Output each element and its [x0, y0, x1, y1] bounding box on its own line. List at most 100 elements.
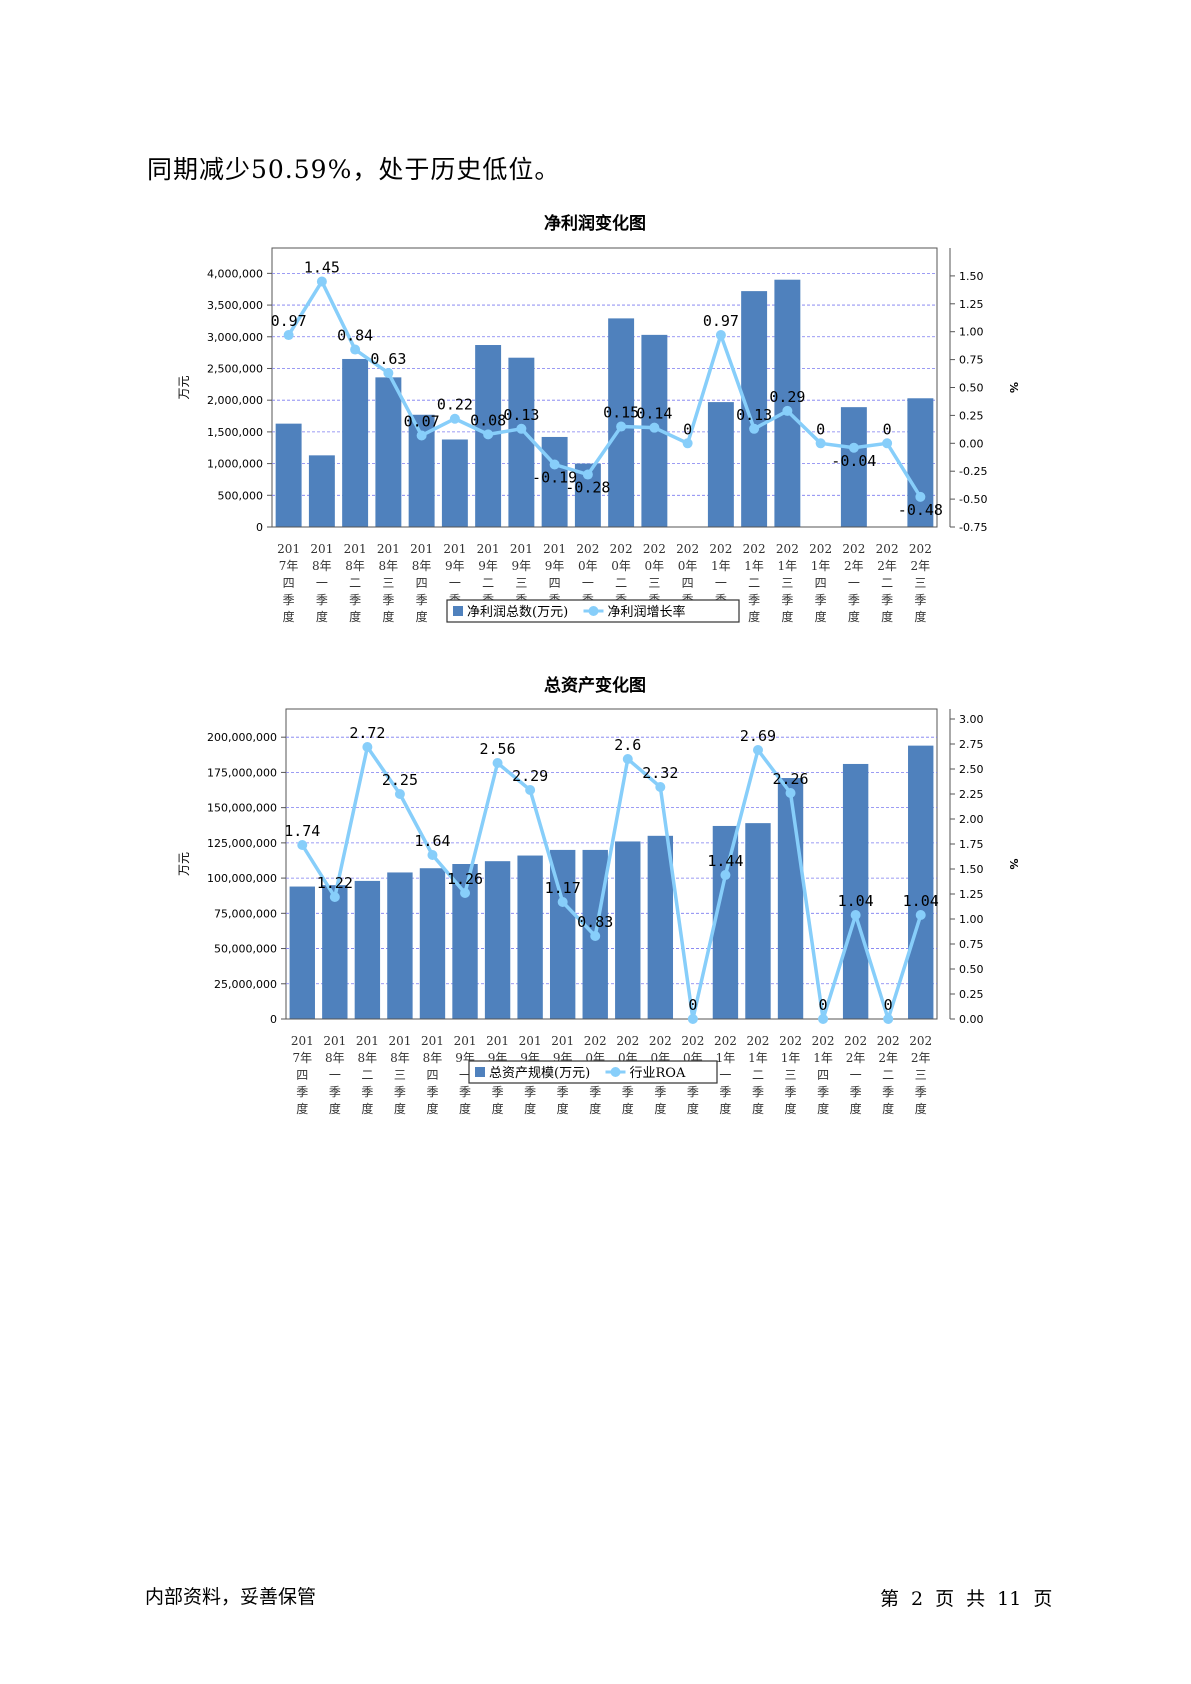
line-point — [416, 430, 427, 441]
data-label: 0.84 — [337, 327, 373, 345]
y2-tick-label: 1.25 — [959, 888, 984, 901]
x-tick-label: 201 8年二季度 — [344, 542, 367, 624]
y2-tick-label: 2.50 — [959, 763, 984, 776]
line-point — [749, 423, 760, 434]
bar — [707, 402, 734, 527]
bar — [840, 407, 867, 527]
y-tick-label: 1,000,000 — [207, 458, 263, 471]
x-tick-label: 202 2年一季度 — [844, 1034, 867, 1116]
data-label: 2.72 — [349, 724, 385, 742]
y2-tick-label: 2.75 — [959, 738, 984, 751]
line-point — [449, 413, 460, 424]
data-label: 0.63 — [370, 350, 406, 368]
y2-tick-label: -0.75 — [959, 521, 987, 534]
y-axis-label: 万元 — [177, 375, 191, 399]
data-label: 0 — [883, 420, 892, 438]
bar — [275, 423, 302, 527]
bar — [647, 835, 674, 1019]
x-tick-label: 202 2年二季度 — [876, 542, 899, 624]
line-point — [687, 1014, 698, 1024]
x-tick-label: 202 1年三季度 — [776, 542, 799, 624]
y-tick-label: 75,000,000 — [214, 907, 277, 920]
bar — [745, 823, 771, 1019]
y2-tick-label: 3.00 — [959, 713, 984, 726]
data-label: 2.32 — [642, 764, 678, 782]
line-point — [590, 931, 601, 941]
data-label: 0.83 — [577, 913, 613, 931]
legend: 总资产规模(万元) 行业ROA — [468, 1060, 718, 1084]
y2-tick-label: 0.75 — [959, 938, 984, 951]
y-tick-label: 100,000,000 — [207, 872, 277, 885]
line-point — [848, 442, 859, 453]
x-tick-label: 202 1年四季度 — [809, 542, 832, 624]
legend-line-marker — [588, 606, 599, 616]
line-point — [818, 1014, 829, 1024]
total-assets-chart-svg: 总资产变化图 0 25,000,000 50,000,000 75,000,000 100… — [177, 675, 1020, 1116]
bar — [907, 398, 934, 527]
line-point — [785, 788, 796, 798]
legend-bar-label: 总资产规模(万元) — [489, 1066, 590, 1081]
bar — [615, 841, 641, 1019]
series-line — [300, 745, 923, 1021]
y2-tick-label: 0.75 — [959, 354, 984, 367]
data-label: 1.04 — [903, 892, 939, 910]
footer-page-suffix: 页 — [1033, 1588, 1053, 1610]
y-tick-label: 125,000,000 — [207, 837, 277, 850]
data-label: 2.25 — [382, 771, 418, 789]
line-point — [362, 742, 373, 752]
data-label: 0.97 — [703, 312, 739, 330]
line-point — [492, 758, 503, 768]
line-point — [850, 910, 861, 920]
data-label: 2.69 — [740, 727, 776, 745]
y-tick-label: 2,000,000 — [207, 394, 263, 407]
data-label: 1.74 — [284, 822, 320, 840]
y2-tick-label: 0.25 — [959, 409, 984, 422]
y-tick-label: 3,000,000 — [207, 331, 263, 344]
line-point — [394, 789, 405, 799]
legend-bar-swatch — [475, 1067, 485, 1077]
legend-box — [468, 1060, 718, 1084]
data-label: -0.19 — [532, 469, 577, 487]
legend-line-label: 行业ROA — [630, 1066, 686, 1081]
data-label: -0.28 — [565, 479, 610, 497]
bar — [322, 885, 348, 1019]
line-point — [815, 438, 826, 449]
data-label: 0 — [683, 420, 692, 438]
x-tick-label: 202 1年二季度 — [743, 542, 766, 624]
net-profit-chart: 净利润变化图 0 500,000 1,000,000 1,500,000 2,000,00… — [0, 205, 1191, 685]
data-label: -0.04 — [831, 452, 876, 470]
line-point — [715, 330, 726, 341]
x-tick-label: 201 8年四季度 — [410, 542, 433, 624]
y2-axis-label: % — [1007, 858, 1020, 869]
y-tick-label: 175,000,000 — [207, 766, 277, 779]
series-line — [287, 279, 922, 498]
line-point — [752, 745, 763, 755]
bar — [354, 880, 381, 1019]
y-tick-label: 3,500,000 — [207, 299, 263, 312]
y-axis-label: 万元 — [177, 852, 191, 876]
bar — [777, 778, 804, 1019]
x-tick-label: 201 8年三季度 — [388, 1034, 411, 1116]
data-label: 2.29 — [512, 767, 548, 785]
total-assets-chart: 总资产变化图 0 25,000,000 50,000,000 75,000,000 100… — [0, 667, 1191, 1157]
line-point — [622, 754, 633, 764]
line-point — [297, 840, 308, 850]
line-point — [383, 367, 394, 378]
line-point — [427, 850, 438, 860]
x-tick-label: 201 7年四季度 — [291, 1034, 314, 1116]
line-point — [460, 888, 471, 898]
line-point — [882, 438, 893, 449]
bar — [387, 872, 413, 1019]
footer-page-total-prefix: 共 — [966, 1588, 986, 1610]
legend-line-label: 净利润增长率 — [608, 604, 686, 620]
y2-tick-label: 1.50 — [959, 863, 984, 876]
data-label: 2.56 — [480, 740, 516, 758]
chart-title: 净利润变化图 — [544, 213, 646, 234]
line-point — [720, 870, 731, 880]
x-tick-label: 201 8年一季度 — [323, 1034, 346, 1116]
bar — [541, 436, 568, 527]
x-tick-label: 201 7年四季度 — [277, 542, 300, 624]
data-label: 0.22 — [437, 396, 473, 414]
bar — [774, 279, 801, 527]
data-label: 1.17 — [545, 879, 581, 897]
